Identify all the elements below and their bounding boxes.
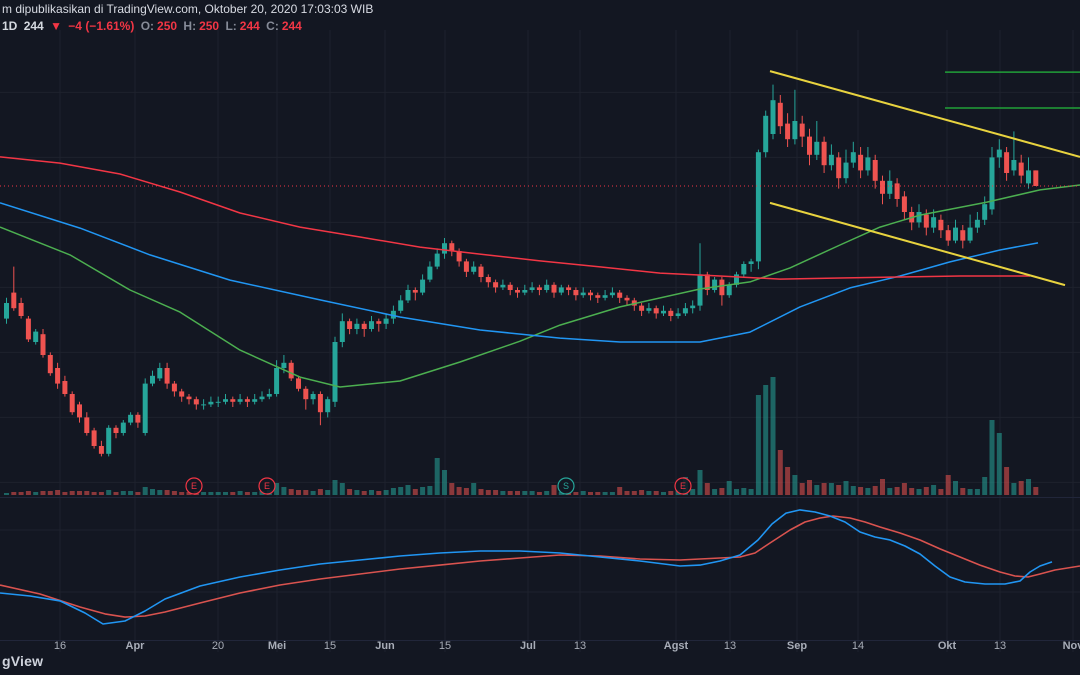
open-value: 250 (157, 19, 178, 33)
time-axis-label: Jun (375, 640, 395, 652)
price-change-value: −4 (−1.61%) (68, 19, 135, 33)
ma-blue-line (0, 202, 1039, 343)
time-axis-label: 13 (994, 640, 1006, 652)
low-value: 244 (239, 19, 260, 33)
time-axis-label: 16 (54, 640, 66, 652)
svg-text:S: S (563, 481, 569, 491)
timeframe-label: 1D (2, 19, 18, 33)
open-label: O: (140, 19, 155, 33)
tradingview-logo-text[interactable]: gView (2, 653, 44, 669)
low-label: L: (225, 19, 237, 33)
time-axis[interactable]: 16 Apr 20 Mei 15 Jun 15 Jul 13 Agst 13 Sep 14 Okt 13 No… (54, 640, 1080, 652)
earnings-marker: E (258, 477, 276, 495)
close-label: C: (266, 19, 279, 33)
pane-separators (0, 497, 1080, 641)
time-axis-label: 15 (439, 640, 451, 652)
ma-overlays-layer (0, 156, 1080, 388)
time-axis-label: 14 (852, 640, 864, 652)
time-axis-label: Jul (520, 640, 536, 652)
yellow-trendline (769, 70, 1080, 158)
svg-text:E: E (264, 481, 270, 491)
time-axis-label: Mei (268, 640, 286, 652)
ma-green-line (0, 184, 1080, 388)
svg-text:E: E (680, 481, 686, 491)
time-axis-label: Agst (664, 640, 689, 652)
svg-text:E: E (191, 481, 197, 491)
time-axis-label: Sep (787, 640, 807, 652)
time-axis-label: Nov (1063, 640, 1080, 652)
chart-header: m dipublikasikan di TradingView.com, Okt… (2, 2, 373, 34)
high-value: 250 (199, 19, 220, 33)
candles-layer (4, 84, 1039, 457)
down-arrow-icon: ▼ (50, 19, 62, 33)
high-label: H: (183, 19, 197, 33)
earnings-marker: E (185, 477, 203, 495)
trendlines-layer[interactable] (769, 70, 1080, 287)
split-marker: S (557, 477, 575, 495)
oscillator-pane-layer (0, 509, 1080, 625)
oscillator-blue-line (0, 509, 1053, 625)
time-axis-label: Okt (938, 640, 957, 652)
time-axis-label: Apr (126, 640, 146, 652)
earnings-marker: E (674, 477, 692, 495)
ohlc-legend[interactable]: 1D 244 ▼ −4 (−1.61%) O: 250 H: 250 L: 244 C… (2, 19, 373, 34)
yellow-trendline (769, 201, 1066, 287)
time-axis-label: 13 (724, 640, 736, 652)
close-value: 244 (281, 19, 302, 33)
time-axis-label: 13 (574, 640, 586, 652)
oscillator-red-line (0, 515, 1080, 618)
published-attribution-text: m dipublikasikan di TradingView.com, Okt… (2, 2, 374, 16)
volume-bars-layer (4, 377, 1039, 495)
time-axis-label: 15 (324, 640, 336, 652)
last-price-value: 244 (23, 19, 44, 33)
time-axis-label: 20 (212, 640, 224, 652)
ma-red-line (0, 156, 1030, 280)
